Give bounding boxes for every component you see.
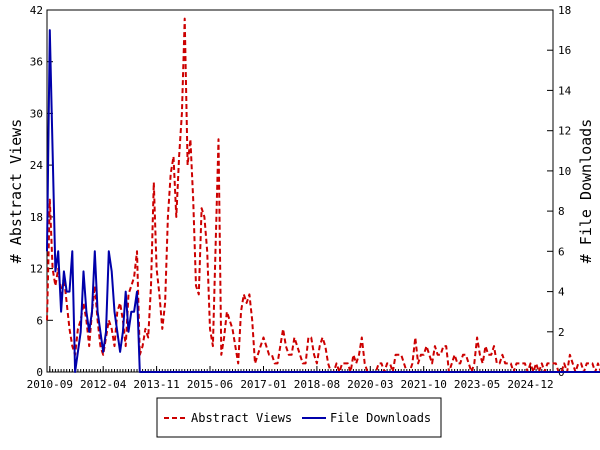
x-tick-label: 2012-04 <box>80 378 127 391</box>
legend-label-file-downloads: File Downloads <box>330 411 431 425</box>
right-tick-label: 14 <box>558 84 572 97</box>
left-axis-ticks: 0 6 12 18 24 30 36 42 <box>30 4 53 379</box>
right-axis-title: # File Downloads <box>577 119 595 264</box>
right-tick-label: 8 <box>558 205 565 218</box>
legend: Abstract Views File Downloads <box>156 397 442 438</box>
x-tick-label: 2023-05 <box>454 378 500 391</box>
x-tick-label: 2010-09 <box>27 378 73 391</box>
legend-label-abstract-views: Abstract Views <box>191 411 292 425</box>
x-tick-label: 2017-01 <box>240 378 286 391</box>
x-tick-label: 2020-03 <box>347 378 393 391</box>
x-tick-label: 2024-12 <box>507 378 553 391</box>
right-tick-label: 10 <box>558 165 571 178</box>
x-tick-label: 2021-10 <box>401 378 447 391</box>
x-tick-label: 2013-11 <box>133 378 179 391</box>
left-tick-label: 0 <box>36 366 43 379</box>
right-tick-label: 2 <box>558 326 565 339</box>
series-line-file-downloads <box>46 29 600 373</box>
left-tick-label: 6 <box>36 314 43 327</box>
left-tick-label: 18 <box>30 211 43 224</box>
right-tick-label: 18 <box>558 4 571 17</box>
left-tick-label: 42 <box>30 4 43 17</box>
right-tick-label: 12 <box>558 125 571 138</box>
left-tick-label: 30 <box>30 107 43 120</box>
left-axis-title: # Abstract Views <box>7 119 25 264</box>
left-tick-label: 12 <box>30 263 43 276</box>
right-tick-label: 6 <box>558 245 565 258</box>
left-tick-label: 36 <box>30 56 43 69</box>
series-line-abstract-views <box>46 17 600 373</box>
right-tick-label: 4 <box>558 286 565 299</box>
x-tick-label: 2015-06 <box>187 378 233 391</box>
series-layer <box>46 17 600 373</box>
x-tick-label: 2018-08 <box>294 378 340 391</box>
left-tick-label: 24 <box>30 159 44 172</box>
right-tick-label: 16 <box>558 44 571 57</box>
legend-box <box>156 397 442 438</box>
x-axis-ticks: 2010-09 2012-04 2013-11 2015-06 2017-01 2018-… <box>27 366 554 391</box>
